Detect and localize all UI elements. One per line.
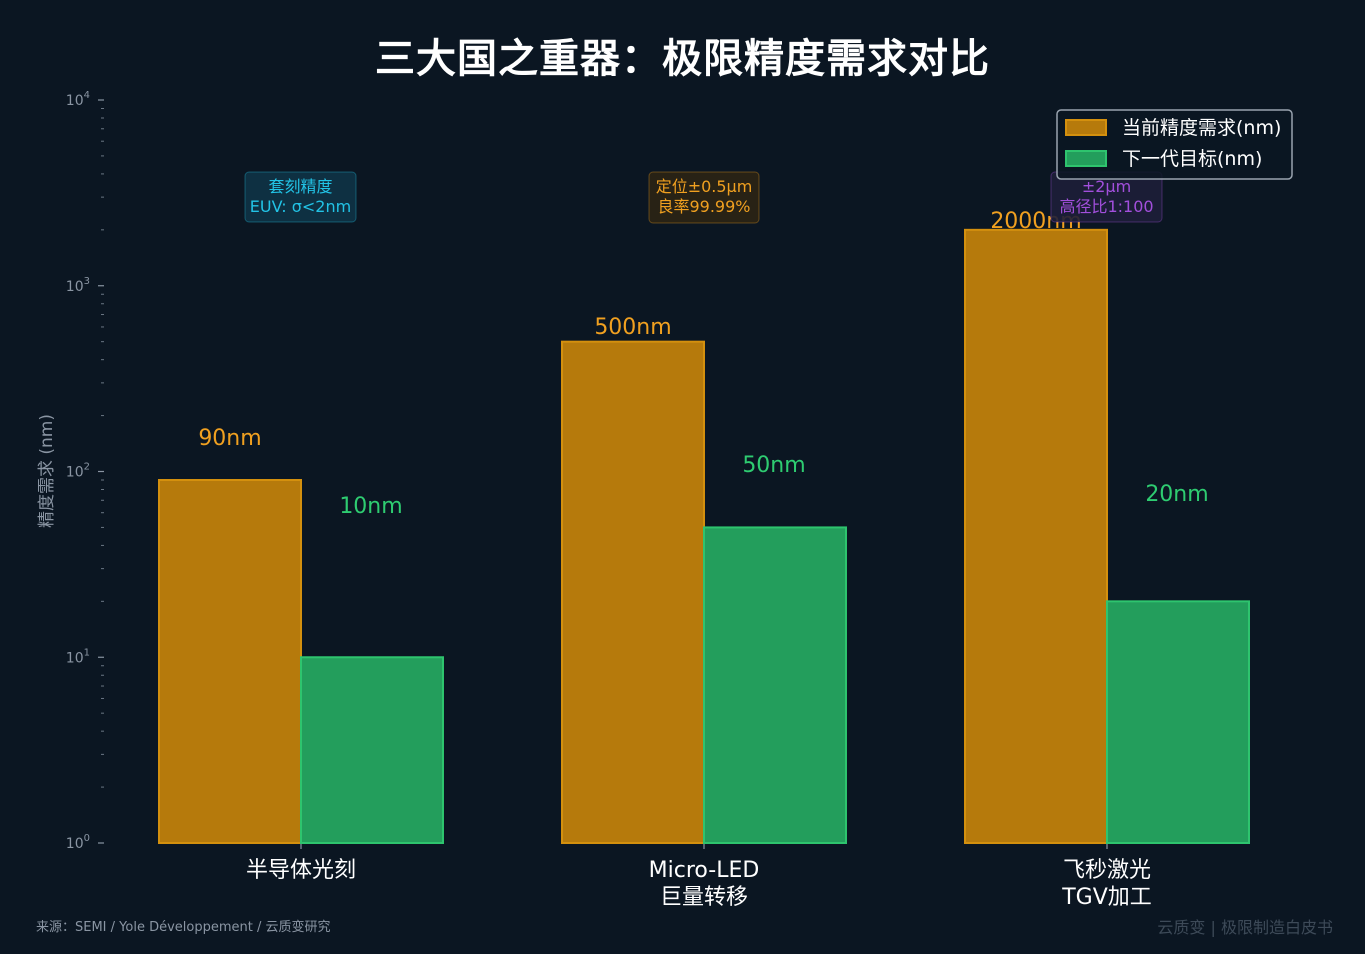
annotation-text: 良率99.99% xyxy=(657,197,750,216)
y-axis-label: 精度需求 (nm) xyxy=(37,414,57,528)
annotation-bg xyxy=(648,171,760,224)
legend-swatch-next xyxy=(1065,150,1107,167)
annotation-bg xyxy=(244,171,357,223)
y-tick-label: 100 xyxy=(66,833,90,852)
y-tick-label: 104 xyxy=(66,90,90,109)
annotation-text: 定位±0.5μm xyxy=(656,177,753,196)
annotation-text: EUV: σ<2nm xyxy=(250,197,351,216)
bar-value-label: 20nm xyxy=(1145,482,1208,507)
bar-value-label: 50nm xyxy=(742,453,805,478)
x-tick-label: 飞秒激光 TGV加工 xyxy=(1061,858,1152,910)
y-tick-label: 101 xyxy=(66,647,90,666)
bar-current xyxy=(561,340,705,844)
bar-next xyxy=(300,656,444,844)
legend-label: 下一代目标(nm) xyxy=(1122,148,1262,170)
legend-label: 当前精度需求(nm) xyxy=(1122,117,1281,139)
bar-current xyxy=(964,228,1108,844)
bar-next xyxy=(703,526,847,844)
legend: 当前精度需求(nm) 下一代目标(nm) xyxy=(1056,109,1293,180)
watermark: 云质变 | 极限制造白皮书 xyxy=(1157,918,1333,937)
legend-swatch-current xyxy=(1065,119,1107,136)
bar-current xyxy=(158,478,302,844)
bar-value-label: 10nm xyxy=(339,494,402,519)
annotation-text: 高径比1:100 xyxy=(1059,197,1153,216)
annotation-text: 套刻精度 xyxy=(268,177,332,196)
chart-title: 三大国之重器：极限精度需求对比 xyxy=(375,36,990,82)
y-tick-label: 102 xyxy=(66,462,90,481)
bar-next xyxy=(1106,600,1250,844)
y-tick-label: 103 xyxy=(66,276,90,295)
bar-value-label: 500nm xyxy=(594,315,671,340)
x-tick-label: Micro-LED 巨量转移 xyxy=(649,858,760,910)
source-note: 来源：SEMI / Yole Développement / 云质变研究 xyxy=(36,920,331,935)
annotation-text: ±2μm xyxy=(1082,177,1131,196)
bar-value-label: 90nm xyxy=(198,426,261,451)
x-tick-label: 半导体光刻 xyxy=(246,858,356,883)
legend-frame xyxy=(1056,109,1293,180)
